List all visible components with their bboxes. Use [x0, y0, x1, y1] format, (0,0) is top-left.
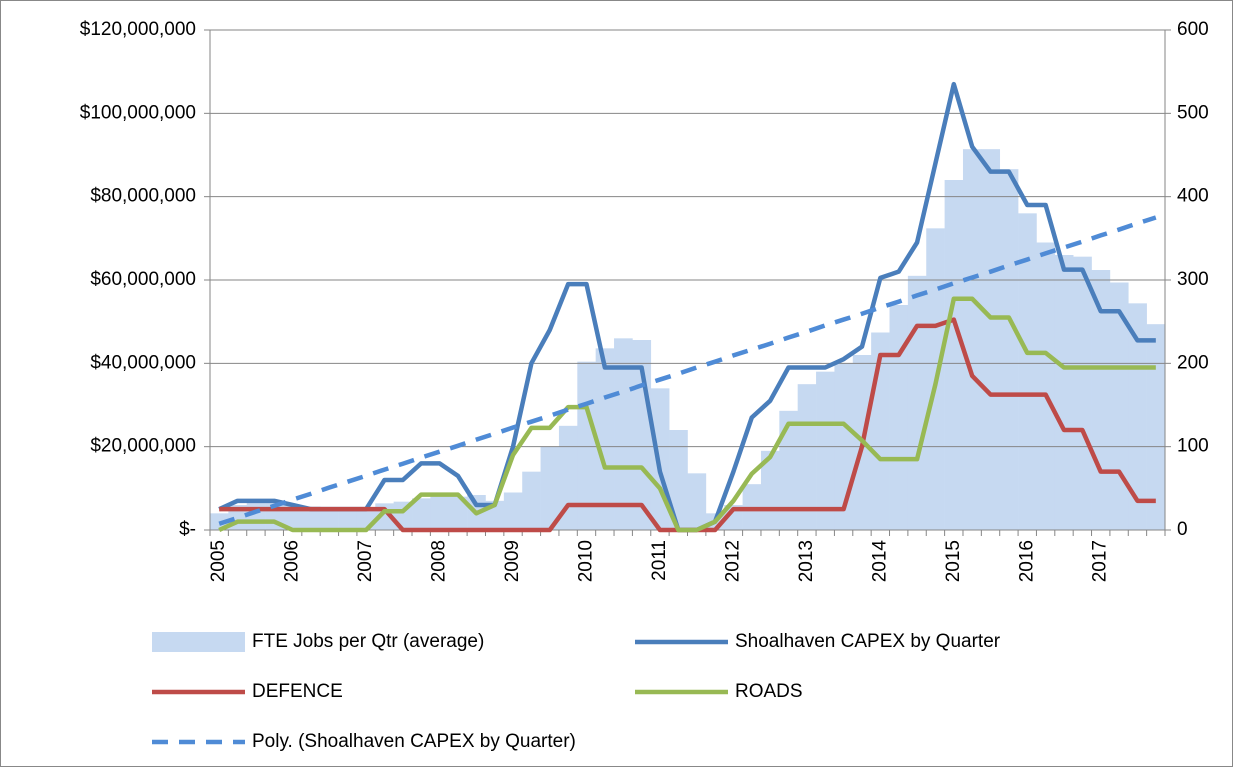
x-tick-label: 2005	[208, 540, 229, 582]
bar	[412, 498, 431, 530]
bar	[669, 430, 688, 530]
trend-line	[218, 215, 1157, 526]
x-tick-label: 2011	[649, 540, 670, 581]
x-tick-label: 2013	[796, 540, 817, 582]
legend-swatch	[152, 632, 245, 652]
x-tick-label: 2006	[282, 540, 303, 582]
bar	[503, 492, 523, 530]
bar	[1128, 303, 1147, 530]
bar	[1018, 213, 1037, 531]
y-tick-label: $-	[179, 519, 196, 540]
y-tick-label: $120,000,000	[80, 19, 196, 40]
legend-label: Poly. (Shoalhaven CAPEX by Quarter)	[252, 731, 576, 752]
y-tick-label: $20,000,000	[90, 436, 196, 457]
x-tick-label: 2012	[722, 540, 743, 582]
bar	[944, 180, 964, 530]
bar	[1036, 242, 1056, 530]
y-tick-label: $40,000,000	[90, 352, 196, 373]
bar	[981, 149, 1001, 530]
bar	[1109, 282, 1129, 530]
y2-tick-label: 300	[1177, 269, 1209, 290]
y-tick-label: $60,000,000	[90, 269, 196, 290]
x-tick-label: 2014	[869, 540, 890, 583]
y2-tick-label: 0	[1177, 519, 1188, 540]
y2-tick-label: 400	[1177, 186, 1209, 207]
x-tick-label: 2010	[576, 540, 597, 582]
bar	[999, 169, 1019, 530]
y2-tick-label: 100	[1177, 436, 1209, 457]
bar	[962, 149, 982, 530]
bar	[1073, 256, 1092, 530]
x-tick-label: 2009	[502, 540, 523, 582]
y2-tick-label: 200	[1177, 352, 1209, 373]
bar	[522, 471, 541, 530]
bar	[1054, 255, 1074, 530]
bar	[338, 507, 358, 530]
bar	[1146, 324, 1166, 530]
y2-tick-label: 500	[1177, 102, 1209, 123]
bar	[816, 371, 835, 530]
bar	[614, 338, 633, 530]
bar	[301, 506, 321, 530]
bar	[797, 384, 817, 530]
bar	[907, 275, 927, 530]
legend-label: Shoalhaven CAPEX by Quarter	[735, 631, 1001, 652]
bar	[889, 305, 909, 530]
bar	[430, 496, 450, 530]
x-tick-label: 2017	[1090, 540, 1111, 582]
x-tick-label: 2007	[355, 540, 376, 582]
x-tick-label: 2008	[429, 540, 450, 582]
y-tick-label: $100,000,000	[80, 102, 196, 123]
bar	[320, 507, 339, 530]
x-tick-label: 2016	[1016, 540, 1037, 582]
bar	[540, 446, 560, 530]
x-tick-label: 2015	[943, 540, 964, 582]
y-tick-label: $80,000,000	[90, 186, 196, 207]
bar	[448, 496, 468, 530]
legend-label: DEFENCE	[252, 681, 343, 702]
legend-label: FTE Jobs per Qtr (average)	[252, 631, 484, 652]
legend-label: ROADS	[735, 681, 803, 702]
y2-tick-label: 600	[1177, 19, 1209, 40]
line	[218, 296, 1156, 533]
bar	[779, 410, 798, 530]
bar	[687, 473, 707, 530]
